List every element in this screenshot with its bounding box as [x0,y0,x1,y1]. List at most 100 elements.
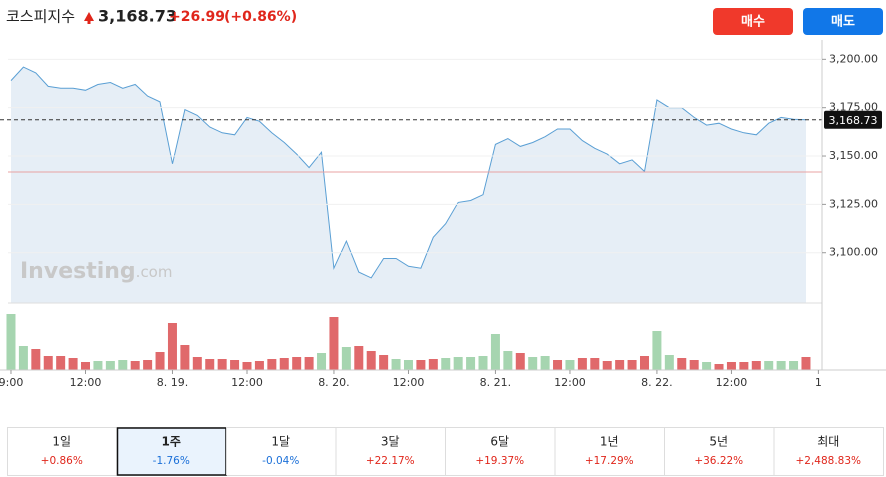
volume-bar [664,355,674,370]
x-tick-label: 9:00 [0,376,23,389]
period-change[interactable]: +2,488.83% [795,455,861,467]
period-label[interactable]: 최대 [817,435,839,449]
volume-bar [789,361,799,370]
volume-bar [192,357,202,370]
volume-bar [205,359,215,370]
period-change[interactable]: +19.37% [475,455,524,467]
period-selector: 1일 +0.86% 1주 -1.76% 1달 -0.04% 3달 +22.17% 6달 +19.3… [7,427,884,476]
volume-bar [602,361,612,370]
sell-label[interactable]: 매도 [831,15,855,30]
x-tick-label: 8. 19. [157,376,189,389]
period-label[interactable]: 3달 [381,435,400,449]
volume-bar [118,360,128,370]
change-pct: (+0.86%) [224,9,297,25]
volume-bar [565,360,575,370]
period-label[interactable]: 1달 [271,435,290,449]
volume-bar [379,355,389,370]
volume-bar [639,356,649,370]
volume-bar [441,358,451,370]
x-tick-label: 12:00 [70,376,102,389]
period-label[interactable]: 1년 [600,435,619,449]
x-tick-label: 12:00 [231,376,263,389]
volume-bar [230,360,240,370]
volume-bar [180,345,190,370]
volume-bar [702,362,712,370]
period-change[interactable]: -1.76% [153,455,190,467]
volume-bar [68,358,78,370]
volume-bar [652,331,662,370]
period-change[interactable]: +17.29% [585,455,634,467]
period-change[interactable]: +36.22% [694,455,743,467]
volume-bar [267,359,277,370]
volume-bar [155,352,165,370]
volume-bar [503,351,513,370]
volume-bar [627,360,637,370]
volume-bar [553,360,563,370]
y-tick-label: 3,150.00 [829,149,878,162]
volume-bar [776,361,786,370]
volume-bar [726,362,736,370]
period-label[interactable]: 5년 [709,435,728,449]
watermark: Investing.com [20,259,172,284]
up-arrow [84,12,94,24]
volume-bar [143,360,153,370]
change: +26.99 [169,9,225,25]
volume-bar [416,360,426,370]
volume-bar [403,360,413,370]
volume-bar [93,361,103,370]
period-label[interactable]: 6달 [490,435,509,449]
volume-bar [739,362,749,370]
volume-bar [453,357,463,370]
volume-bar [329,317,339,370]
volume-bar [6,314,16,370]
y-tick-label: 3,175.00 [829,101,878,114]
volume-bar [478,356,488,370]
volume-bar [254,361,264,370]
period-change[interactable]: +0.86% [41,455,83,467]
volume-bar [689,360,699,370]
volume-bar [366,351,376,370]
y-tick-label: 3,125.00 [829,197,878,210]
volume-bar [714,364,724,370]
volume-bar [18,346,28,370]
period-change[interactable]: +22.17% [366,455,415,467]
period-selected[interactable] [116,427,227,476]
index-name: 코스피지수 [6,8,75,26]
volume-bar [391,359,401,370]
volume-bar [56,356,66,370]
last-price-label: 3,168.73 [829,114,878,127]
volume-bar [751,361,761,370]
volume-bar [764,361,774,370]
volume-bar [615,360,625,370]
x-tick-label: 12:00 [393,376,425,389]
x-tick-label: 1 [815,376,822,389]
volume-bar [590,358,600,370]
period-change[interactable]: -0.04% [262,455,299,467]
buy-label[interactable]: 매수 [741,15,765,30]
sell-button[interactable] [803,8,883,35]
volume-bar [801,357,811,370]
volume-bar [304,357,314,370]
volume-bar [279,358,289,370]
buy-button[interactable] [713,8,793,35]
period-label[interactable]: 1주 [162,435,181,449]
volume-bar [317,353,327,370]
price-area [10,67,807,303]
period-label[interactable]: 1일 [52,435,71,449]
y-tick-label: 3,200.00 [829,52,878,65]
volume-bar [167,323,177,370]
volume-bar [105,361,115,370]
price: 3,168.73 [98,7,177,26]
x-tick-label: 8. 21. [480,376,512,389]
volume-bar [130,361,140,370]
x-tick-label: 12:00 [554,376,586,389]
volume-bar [341,347,351,370]
volume-bar [490,334,500,370]
volume-bar [81,362,91,370]
volume-bar [242,362,252,370]
x-tick-label: 8. 22. [641,376,673,389]
volume-bar [428,359,438,370]
volume-bar [31,349,41,370]
volume-bar [528,357,538,370]
